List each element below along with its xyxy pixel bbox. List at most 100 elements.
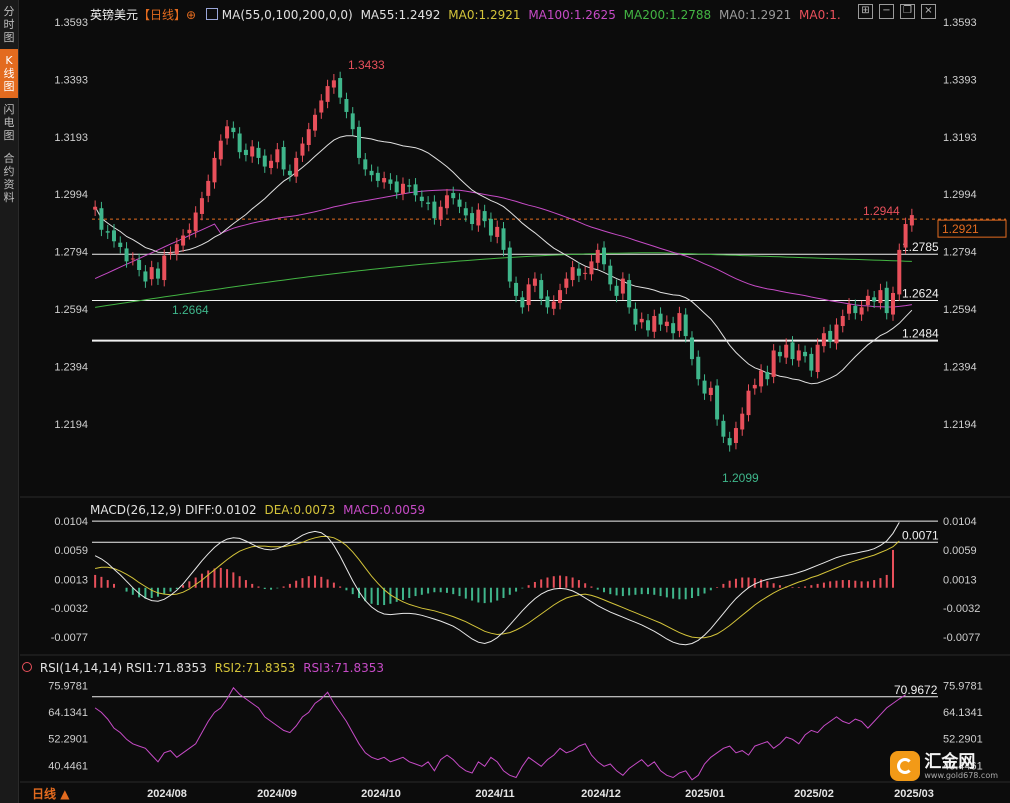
candle-body — [162, 255, 167, 281]
candle-body — [526, 284, 531, 306]
candle-body — [325, 86, 330, 102]
candle-body — [187, 229, 192, 234]
candle-body — [809, 353, 814, 371]
candle-body — [269, 160, 274, 168]
candle-body — [683, 314, 688, 337]
candle-body — [733, 428, 738, 443]
x-axis-label: 2024/10 — [361, 788, 401, 800]
macd-diff-line — [94, 522, 900, 646]
candle-body — [595, 249, 600, 263]
candle-body — [306, 129, 311, 145]
candle-body — [740, 413, 745, 430]
candle-body — [212, 157, 217, 183]
macd-tick-right: 0.0104 — [943, 516, 977, 528]
candle-body — [752, 384, 757, 389]
x-axis-label: 2025/03 — [894, 788, 934, 800]
x-axis-label: 2024/12 — [581, 788, 621, 800]
candle-body — [564, 278, 569, 288]
candle-body — [891, 292, 896, 315]
x-axis-label: 2024/11 — [475, 788, 514, 800]
support-label: 1.2484 — [902, 327, 939, 341]
ma-params: MA(55,0,100,200,0,0) — [221, 8, 353, 22]
grid-icon[interactable]: ⊞ — [858, 4, 873, 19]
period-tab-daily[interactable]: 日线 ▲ — [32, 787, 70, 801]
candle-body — [507, 247, 512, 282]
candle-body — [859, 307, 864, 315]
side-tab-0[interactable]: 分时图 — [3, 5, 15, 44]
side-tab-2[interactable]: 闪电图 — [3, 103, 15, 142]
candle-body — [262, 155, 267, 167]
candle-body — [231, 127, 236, 133]
candle-body — [576, 268, 581, 276]
rsi-tick-left: 75.9781 — [48, 681, 88, 693]
macd-header: MACD(26,12,9) DIFF:0.0102 DEA:0.0073 MAC… — [90, 503, 425, 517]
candle-body — [545, 296, 550, 308]
candle-body — [759, 370, 764, 387]
candle-body — [520, 297, 525, 308]
candle-body — [765, 372, 770, 380]
candle-body — [677, 313, 682, 331]
annotation-low-left: 1.2664 — [172, 303, 209, 317]
rsi-tick-left: 40.4461 — [48, 760, 88, 772]
price-tick-left: 1.3393 — [54, 74, 88, 86]
price-tick-left: 1.2394 — [54, 362, 88, 374]
candle-body — [847, 304, 852, 314]
candle-body — [407, 185, 412, 187]
candle-body — [432, 201, 437, 219]
rsi2-value: RSI2:71.8353 — [214, 661, 296, 675]
side-tab-3[interactable]: 合约资料 — [3, 152, 15, 204]
symbol-name: 英镑美元 — [90, 8, 139, 22]
candle-body — [426, 202, 431, 204]
rsi1-value: RSI1:71.8353 — [125, 661, 207, 675]
candle-body — [777, 351, 782, 357]
candle-body — [124, 248, 129, 262]
candle-body — [93, 206, 98, 210]
rsi-tick-right: 52.2901 — [943, 734, 983, 746]
candle-body — [438, 206, 443, 220]
candle-body — [539, 280, 544, 299]
period-label[interactable]: 【日线】 — [138, 8, 187, 22]
restore-icon[interactable]: ❐ — [900, 4, 915, 19]
rsi-tick-right: 75.9781 — [943, 681, 983, 693]
candle-body — [608, 265, 613, 285]
price-tick-right: 1.2994 — [943, 189, 977, 201]
candle-body — [746, 390, 751, 416]
support-label: 1.2624 — [902, 286, 939, 300]
close-icon[interactable]: × — [921, 4, 936, 19]
candle-body — [620, 278, 625, 294]
macd-diff: DIFF:0.0102 — [184, 503, 257, 517]
candle-body — [482, 211, 487, 222]
rsi-settings-icon[interactable] — [22, 662, 32, 672]
indicator-icon[interactable] — [205, 8, 218, 20]
candle-body — [174, 244, 179, 255]
candle-body — [872, 297, 877, 302]
side-tab-1[interactable]: K线图 — [0, 49, 18, 98]
minimize-icon[interactable]: − — [879, 4, 894, 19]
candle-body — [413, 184, 418, 196]
rsi-level-label: 70.9672 — [894, 683, 938, 697]
candle-body — [130, 258, 135, 260]
macd-tick-right: -0.0077 — [943, 632, 980, 644]
rsi-tick-left: 64.1341 — [48, 707, 88, 719]
candle-body — [696, 356, 701, 380]
candle-body — [602, 247, 607, 265]
candle-body — [815, 344, 820, 373]
candle-body — [470, 213, 475, 225]
price-tick-left: 1.2994 — [54, 189, 88, 201]
annotation-low: 1.2099 — [722, 471, 759, 485]
add-icon[interactable]: ⊕ — [186, 8, 197, 22]
candle-body — [476, 209, 481, 226]
candle-body — [218, 140, 223, 160]
candle-body — [256, 147, 261, 158]
candle-body — [181, 235, 186, 246]
ma0-value-3: MA0:1. — [799, 8, 841, 22]
ma0-value-2: MA0:1.2921 — [718, 8, 792, 22]
candle-body — [111, 230, 116, 242]
candle-body — [375, 172, 380, 181]
candle-body — [331, 80, 336, 88]
candle-body — [840, 315, 845, 327]
candle-body — [357, 126, 362, 158]
candle-body — [652, 315, 657, 332]
price-tick-right: 1.2594 — [943, 304, 977, 316]
candle-body — [551, 301, 556, 309]
